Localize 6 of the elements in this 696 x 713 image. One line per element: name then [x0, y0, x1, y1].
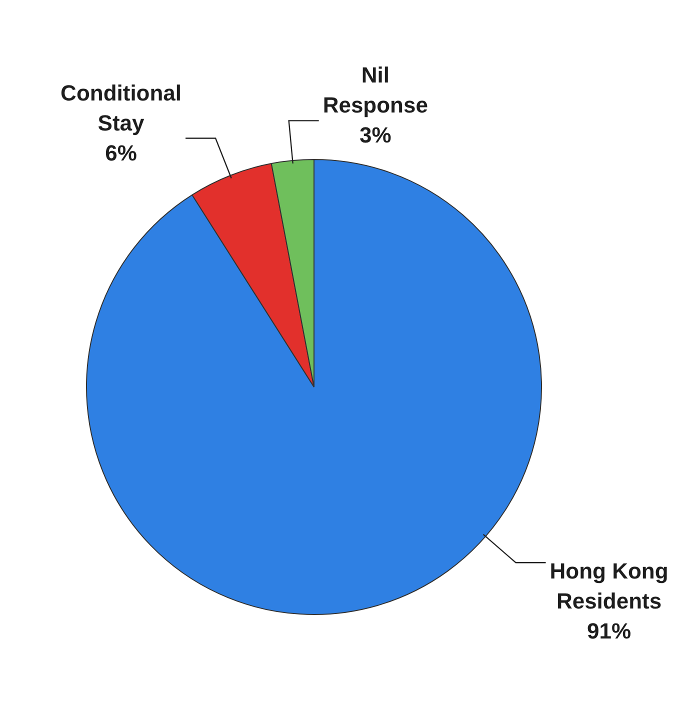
slice-label: Hong Kong Residents [550, 558, 668, 614]
slice-label: Nil Response [322, 62, 428, 118]
data-label: 3% [360, 122, 392, 148]
data-label: 91% [587, 618, 632, 644]
data-label: 6% [105, 140, 137, 166]
slice-label: Conditional Stay [60, 80, 182, 136]
